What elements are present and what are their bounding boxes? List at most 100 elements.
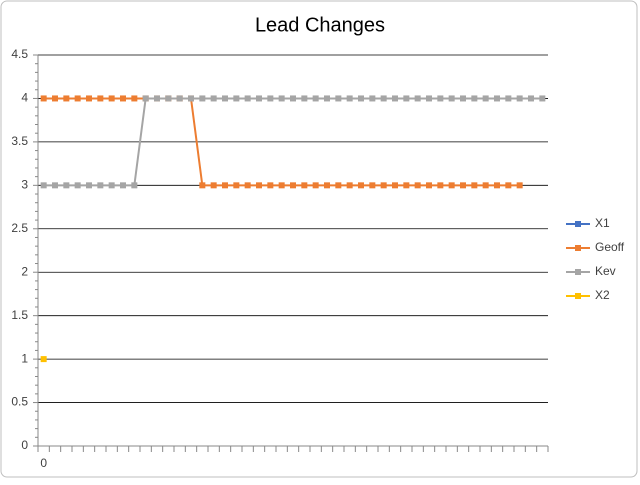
marker bbox=[358, 95, 364, 102]
y-tick-label: 0 bbox=[21, 438, 28, 452]
marker bbox=[414, 182, 421, 189]
legend-label: X2 bbox=[595, 288, 610, 302]
marker bbox=[516, 95, 523, 102]
marker bbox=[131, 95, 138, 102]
x-tick-label: 0 bbox=[40, 456, 47, 470]
marker bbox=[244, 95, 251, 102]
marker bbox=[210, 182, 217, 189]
marker bbox=[222, 182, 228, 189]
marker bbox=[460, 95, 466, 102]
marker bbox=[222, 95, 228, 102]
marker bbox=[494, 182, 500, 189]
marker bbox=[74, 95, 81, 102]
marker bbox=[108, 182, 115, 189]
marker bbox=[199, 182, 206, 189]
marker bbox=[97, 182, 104, 189]
marker bbox=[52, 95, 58, 102]
marker bbox=[346, 182, 353, 189]
marker bbox=[278, 182, 285, 189]
marker bbox=[86, 95, 92, 102]
marker bbox=[256, 182, 262, 189]
marker bbox=[131, 182, 138, 189]
marker bbox=[482, 95, 489, 102]
marker bbox=[460, 182, 466, 189]
marker bbox=[324, 182, 330, 189]
marker bbox=[86, 182, 92, 189]
legend-marker bbox=[575, 293, 581, 299]
marker bbox=[426, 95, 432, 102]
marker bbox=[414, 95, 421, 102]
marker bbox=[471, 95, 478, 102]
marker bbox=[448, 95, 455, 102]
marker bbox=[471, 182, 478, 189]
marker bbox=[437, 95, 444, 102]
marker bbox=[233, 182, 240, 189]
marker bbox=[210, 95, 217, 102]
marker bbox=[244, 182, 251, 189]
legend-marker bbox=[575, 245, 581, 251]
marker bbox=[154, 95, 160, 102]
marker bbox=[312, 95, 319, 102]
marker bbox=[176, 95, 183, 102]
legend-label: Geoff bbox=[595, 240, 625, 254]
legend-marker bbox=[575, 221, 581, 227]
marker bbox=[403, 182, 410, 189]
marker bbox=[52, 182, 58, 189]
marker bbox=[188, 95, 194, 102]
y-tick-label: 3 bbox=[21, 178, 28, 192]
marker bbox=[40, 356, 47, 363]
marker bbox=[290, 182, 296, 189]
marker bbox=[267, 182, 274, 189]
y-tick-label: 2 bbox=[21, 264, 28, 278]
marker bbox=[392, 95, 398, 102]
legend-label: Kev bbox=[595, 264, 616, 278]
marker bbox=[120, 182, 126, 189]
marker bbox=[392, 182, 398, 189]
marker bbox=[63, 95, 70, 102]
y-tick-label: 4 bbox=[21, 91, 28, 105]
y-tick-label: 1.5 bbox=[11, 308, 28, 322]
marker bbox=[40, 182, 47, 189]
marker bbox=[278, 95, 285, 102]
marker bbox=[380, 182, 387, 189]
y-tick-label: 1 bbox=[21, 351, 28, 365]
marker bbox=[448, 182, 455, 189]
marker bbox=[165, 95, 172, 102]
marker bbox=[142, 95, 149, 102]
marker bbox=[380, 95, 387, 102]
marker bbox=[63, 182, 70, 189]
marker bbox=[74, 182, 81, 189]
marker bbox=[290, 95, 296, 102]
marker bbox=[256, 95, 262, 102]
marker bbox=[403, 95, 410, 102]
marker bbox=[267, 95, 274, 102]
legend-label: X1 bbox=[595, 216, 610, 230]
y-tick-label: 4.5 bbox=[11, 47, 28, 61]
y-tick-label: 3.5 bbox=[11, 134, 28, 148]
marker bbox=[120, 95, 126, 102]
marker bbox=[346, 95, 353, 102]
marker bbox=[369, 182, 376, 189]
marker bbox=[335, 182, 342, 189]
marker bbox=[494, 95, 500, 102]
chart-title: Lead Changes bbox=[255, 14, 385, 36]
marker bbox=[199, 95, 206, 102]
marker bbox=[539, 95, 546, 102]
marker bbox=[505, 95, 512, 102]
marker bbox=[426, 182, 432, 189]
marker bbox=[233, 95, 240, 102]
marker bbox=[369, 95, 376, 102]
y-tick-label: 2.5 bbox=[11, 221, 28, 235]
marker bbox=[505, 182, 512, 189]
y-tick-label: 0.5 bbox=[11, 395, 28, 409]
marker bbox=[301, 182, 308, 189]
marker bbox=[324, 95, 330, 102]
marker bbox=[437, 182, 444, 189]
marker bbox=[482, 182, 489, 189]
marker bbox=[516, 182, 523, 189]
marker bbox=[97, 95, 104, 102]
marker bbox=[528, 95, 534, 102]
marker bbox=[335, 95, 342, 102]
